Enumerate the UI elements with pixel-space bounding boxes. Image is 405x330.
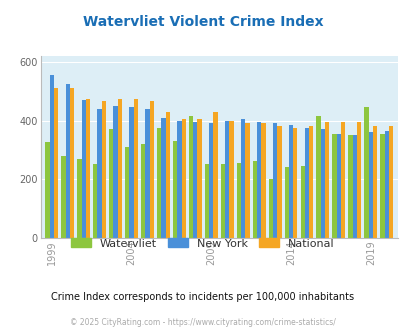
Bar (229, 120, 233, 238)
Bar (308, 126, 313, 238)
Bar (372, 126, 376, 238)
Bar (161, 117, 165, 238)
Bar (141, 144, 145, 238)
Bar (181, 119, 185, 238)
Bar (220, 164, 224, 238)
Bar (197, 119, 201, 238)
Bar (70, 88, 74, 238)
Bar (65, 84, 70, 238)
Bar (241, 119, 245, 238)
Bar (252, 161, 256, 238)
Bar (292, 128, 297, 238)
Bar (204, 164, 209, 238)
Bar (368, 132, 372, 238)
Bar (315, 116, 320, 238)
Bar (384, 131, 388, 238)
Bar (173, 141, 177, 238)
Bar (93, 164, 97, 238)
Bar (256, 122, 261, 238)
Bar (277, 126, 281, 238)
Bar (268, 179, 272, 238)
Bar (54, 88, 58, 238)
Bar (332, 134, 336, 238)
Bar (284, 167, 288, 238)
Bar (352, 135, 356, 238)
Bar (224, 120, 229, 238)
Bar (324, 122, 328, 238)
Bar (109, 129, 113, 238)
Bar (356, 122, 360, 238)
Bar (379, 134, 384, 238)
Bar (165, 112, 169, 238)
Bar (193, 122, 197, 238)
Bar (209, 123, 213, 238)
Bar (388, 126, 392, 238)
Bar (261, 123, 265, 238)
Bar (300, 166, 304, 238)
Bar (81, 100, 85, 238)
Legend: Watervliet, New York, National: Watervliet, New York, National (68, 235, 337, 252)
Bar (304, 128, 308, 238)
Bar (347, 135, 352, 238)
Bar (125, 147, 129, 238)
Bar (97, 109, 102, 238)
Bar (336, 134, 340, 238)
Bar (129, 107, 133, 238)
Bar (113, 106, 117, 238)
Text: Watervliet Violent Crime Index: Watervliet Violent Crime Index (83, 15, 322, 29)
Bar (363, 107, 368, 238)
Text: Crime Index corresponds to incidents per 100,000 inhabitants: Crime Index corresponds to incidents per… (51, 292, 354, 302)
Bar (288, 125, 292, 238)
Bar (117, 99, 122, 238)
Bar (77, 158, 81, 238)
Text: © 2025 CityRating.com - https://www.cityrating.com/crime-statistics/: © 2025 CityRating.com - https://www.city… (70, 318, 335, 327)
Bar (49, 75, 54, 238)
Bar (157, 128, 161, 238)
Bar (133, 99, 138, 238)
Bar (145, 109, 149, 238)
Bar (213, 112, 217, 238)
Bar (149, 101, 153, 238)
Bar (236, 163, 241, 238)
Bar (45, 143, 49, 238)
Bar (102, 101, 106, 238)
Bar (85, 99, 90, 238)
Bar (320, 129, 324, 238)
Bar (245, 123, 249, 238)
Bar (272, 123, 277, 238)
Bar (188, 116, 193, 238)
Bar (61, 156, 65, 238)
Bar (177, 120, 181, 238)
Bar (340, 122, 345, 238)
